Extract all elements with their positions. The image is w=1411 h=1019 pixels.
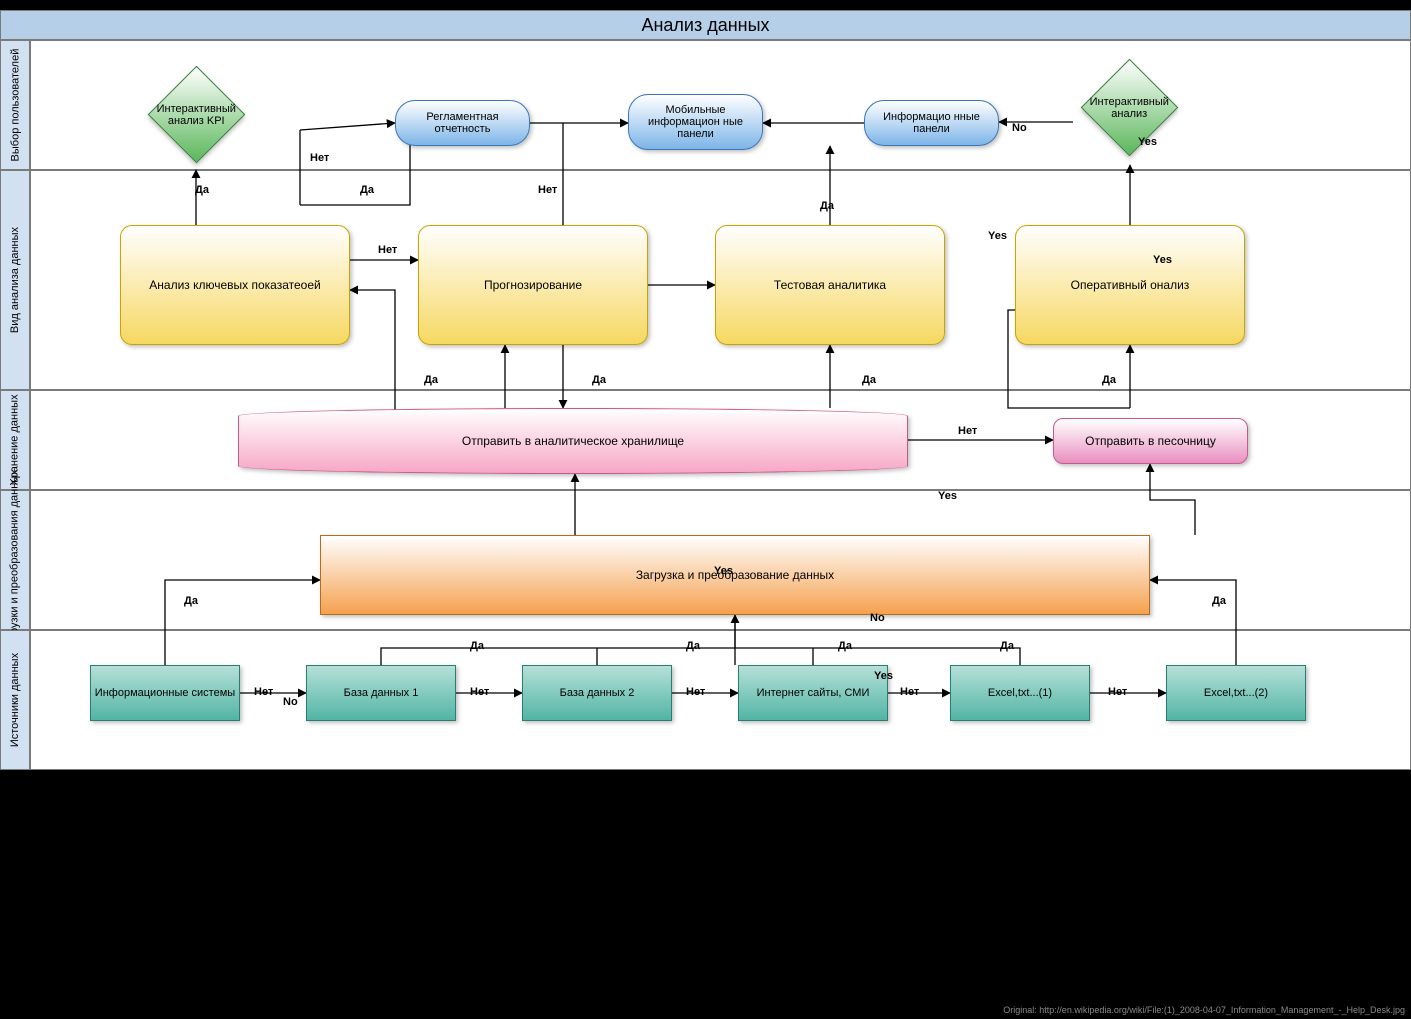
edge-label-e3: Да [360, 184, 374, 196]
footer-attribution: Original: http://en.wikipedia.org/wiki/F… [1003, 1005, 1405, 1015]
node-pink_sandbox: Отправить в песочницу [1053, 418, 1248, 464]
lane-label-text: Источники данных [9, 653, 21, 747]
edge-label-e19b: No [283, 696, 298, 708]
edge-label-e2: Да [195, 184, 209, 196]
edge-label-e4: Нет [538, 184, 557, 196]
edge-label-e15: Да [184, 595, 198, 607]
node-big_kpi: Анализ ключевых показатеоей [120, 225, 350, 345]
node-big_test: Тестовая аналитика [715, 225, 945, 345]
node-teal_web: Интернет сайты, СМИ [738, 665, 888, 721]
swimlane-diagram: Анализ данных Выбор пользователей Вид ана… [0, 0, 1411, 1019]
edge-label-e13: Нет [958, 425, 977, 437]
edge-label-e27: Да [1000, 640, 1014, 652]
node-teal_xl1: Excel,txt...(1) [950, 665, 1090, 721]
node-rr_report: Регламентная отчетность [395, 100, 530, 146]
node-big_prog: Прогнозирование [418, 225, 648, 345]
lane-label-l2: Вид анализа данных [0, 170, 30, 390]
lane-label-l1: Выбор пользователей [0, 40, 30, 170]
edge-label-e16: Да [1212, 595, 1226, 607]
lane-label-l4: Загрузки и преобразования данных [0, 490, 30, 630]
edge-label-e9: Да [424, 374, 438, 386]
edge-label-e10: Да [592, 374, 606, 386]
node-orange_load: Загрузка и преобразование данных [320, 535, 1150, 615]
edge-label-e11: Да [862, 374, 876, 386]
node-teal_xl2: Excel,txt...(2) [1166, 665, 1306, 721]
edge-label-e6b: Yes [1138, 136, 1157, 148]
node-teal_db2: База данных 2 [522, 665, 672, 721]
lane-label-text: Вид анализа данных [9, 227, 21, 333]
edge-label-e6: No [1012, 122, 1027, 134]
edge-label-e1: Нет [310, 152, 329, 164]
edge-label-e7b: Yes [1153, 254, 1172, 266]
node-teal_db1: База данных 1 [306, 665, 456, 721]
edge-label-e23: Нет [1108, 686, 1127, 698]
node-label: Интерактивный анализ KPI [156, 102, 235, 126]
edge-label-e8: Нет [378, 244, 397, 256]
edge-label-e22b: Yes [874, 670, 893, 682]
edge-label-e20: Нет [470, 686, 489, 698]
lane-label-text: Загрузки и преобразования данных [9, 469, 21, 650]
edge-label-e12: Да [1102, 374, 1116, 386]
edge-label-e7: Yes [988, 230, 1007, 242]
edge-label-e5: Да [820, 200, 834, 212]
diagram-title-text: Анализ данных [641, 15, 769, 36]
edge-label-e24: Да [470, 640, 484, 652]
diagram-title: Анализ данных [0, 10, 1411, 40]
edge-label-e25: Да [686, 640, 700, 652]
edge-label-e21: Нет [686, 686, 705, 698]
edge-label-e22: Нет [900, 686, 919, 698]
node-label: Интерактивный анализ [1089, 95, 1168, 119]
node-cyl_analytic: Отправить в аналитическое хранилище [238, 408, 908, 474]
lane-label-text: Выбор пользователей [9, 49, 21, 162]
node-rr_mobile: Мобильные информацион ные панели [628, 94, 763, 150]
node-teal_is: Информационные системы [90, 665, 240, 721]
edge-label-e14: Yes [938, 490, 957, 502]
node-big_oper: Оперативный онализ [1015, 225, 1245, 345]
edge-label-e19: Нет [254, 686, 273, 698]
edge-label-e17: Yes [714, 565, 733, 577]
edge-label-e26: Да [838, 640, 852, 652]
edge-label-e18: No [870, 612, 885, 624]
node-rr_info: Информацио нные панели [864, 100, 999, 146]
lane-label-l5: Источники данных [0, 630, 30, 770]
